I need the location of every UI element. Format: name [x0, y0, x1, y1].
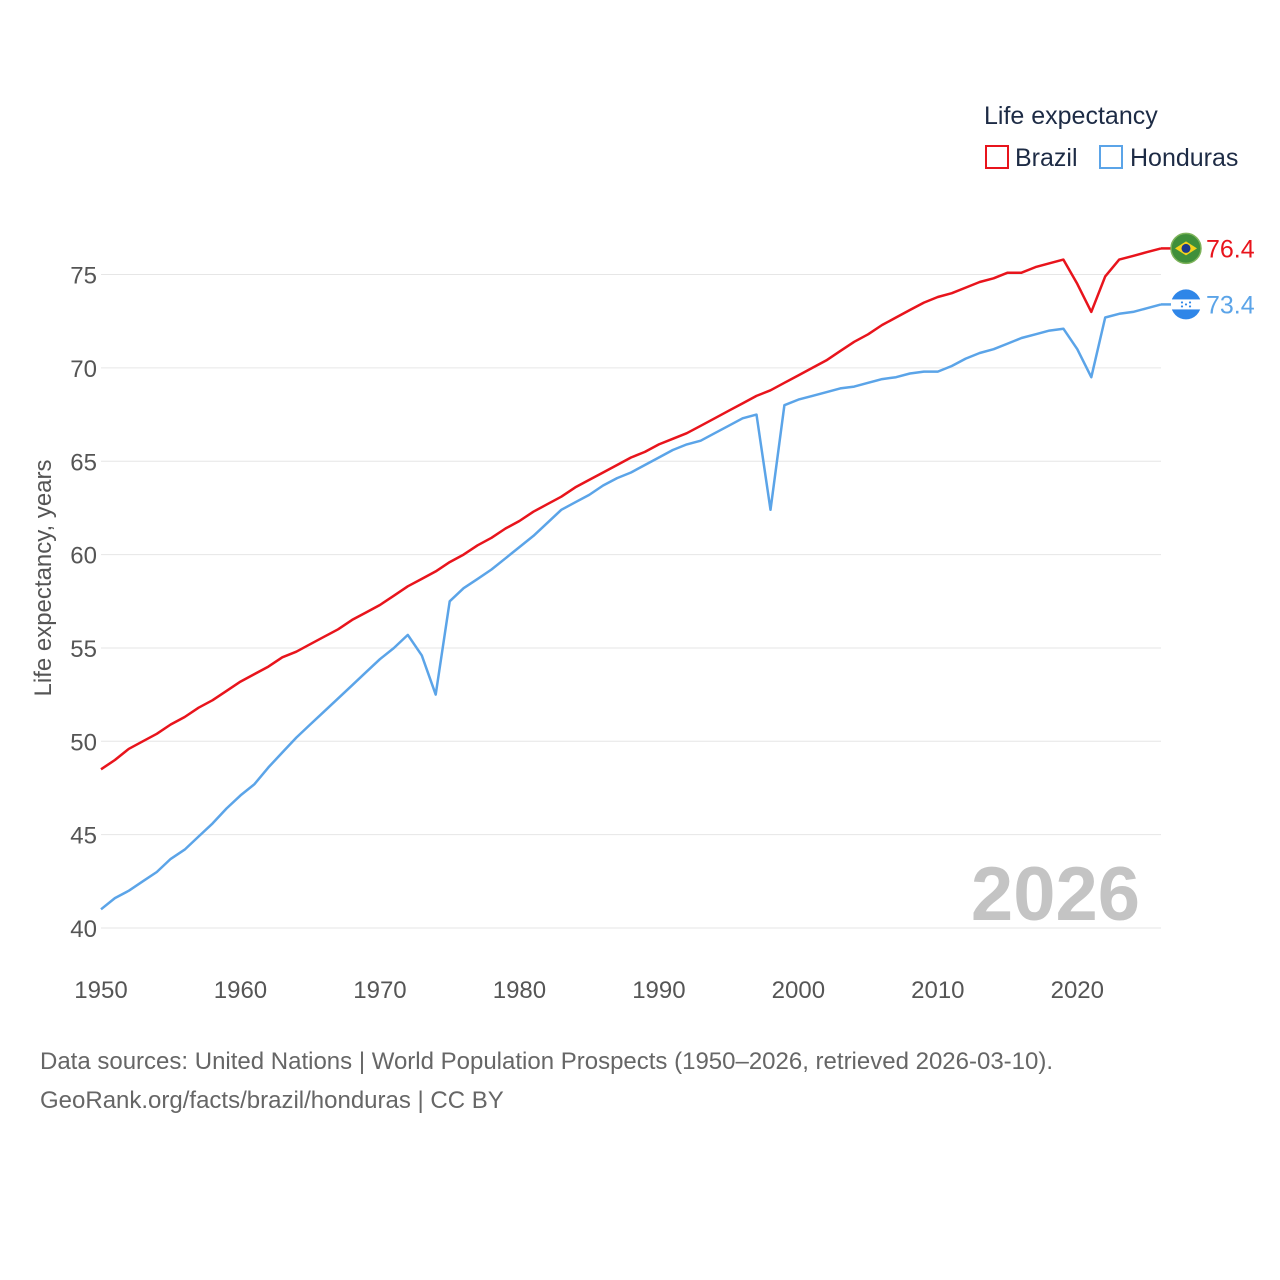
legend: Life expectancy Brazil Honduras	[984, 102, 1238, 172]
end-value-label-brazil: 76.4	[1206, 235, 1255, 263]
brazil-flag-icon	[1170, 232, 1202, 265]
honduras-flag-star-4	[1188, 305, 1192, 308]
y-tick-label-60: 60	[70, 543, 97, 570]
y-tick-label-50: 50	[70, 729, 97, 756]
y-axis-title: Life expectancy, years	[30, 459, 57, 696]
x-tick-label-2000: 2000	[772, 977, 825, 1004]
honduras-flag-star-2	[1184, 303, 1188, 306]
series-line-brazil	[100, 247, 1162, 771]
y-tick-label-55: 55	[70, 636, 97, 663]
series-line-honduras	[100, 303, 1162, 911]
honduras-flag-star-3	[1180, 305, 1184, 308]
y-tick-label-70: 70	[70, 356, 97, 383]
legend-title: Life expectancy	[984, 102, 1158, 130]
honduras-flag-star-0	[1180, 301, 1184, 304]
brazil-flag-globe	[1181, 243, 1191, 253]
x-tick-label-1990: 1990	[632, 977, 685, 1004]
x-tick-label-1950: 1950	[74, 977, 127, 1004]
gridlines	[101, 274, 1161, 929]
life-expectancy-chart: 40 45 50 55 60 65 70 75 1950 1960 1970 1980 1990 200…	[30, 102, 1255, 1004]
series-lines	[100, 247, 1162, 911]
end-value-label-honduras: 73.4	[1206, 291, 1255, 319]
legend-swatch-brazil	[985, 145, 1009, 169]
legend-swatch-honduras	[1099, 145, 1123, 169]
y-axis-ticks: 40 45 50 55 60 65 70 75	[70, 263, 97, 943]
x-tick-label-2010: 2010	[911, 977, 964, 1004]
license-note: GeoRank.org/facts/brazil/honduras | CC B…	[40, 1087, 504, 1114]
y-tick-label-40: 40	[70, 916, 97, 943]
y-tick-label-45: 45	[70, 823, 97, 850]
series-end-markers: 76.4 73.4	[1161, 232, 1255, 320]
current-year-stamp: 2026	[971, 852, 1140, 937]
y-tick-label-75: 75	[70, 263, 97, 290]
x-axis-ticks: 1950 1960 1970 1980 1990 2000 2010 2020	[74, 977, 1104, 1004]
footer: Data sources: United Nations | World Pop…	[40, 1042, 1053, 1120]
x-tick-label-2020: 2020	[1051, 977, 1104, 1004]
legend-label-honduras: Honduras	[1130, 144, 1238, 172]
y-tick-label-65: 65	[70, 449, 97, 476]
x-tick-label-1970: 1970	[353, 977, 406, 1004]
x-tick-label-1980: 1980	[493, 977, 546, 1004]
legend-label-brazil: Brazil	[1015, 144, 1078, 172]
honduras-flag-icon	[1171, 289, 1201, 320]
x-tick-label-1960: 1960	[214, 977, 267, 1004]
data-source-note: Data sources: United Nations | World Pop…	[40, 1048, 1054, 1075]
honduras-flag-star-1	[1188, 301, 1192, 304]
